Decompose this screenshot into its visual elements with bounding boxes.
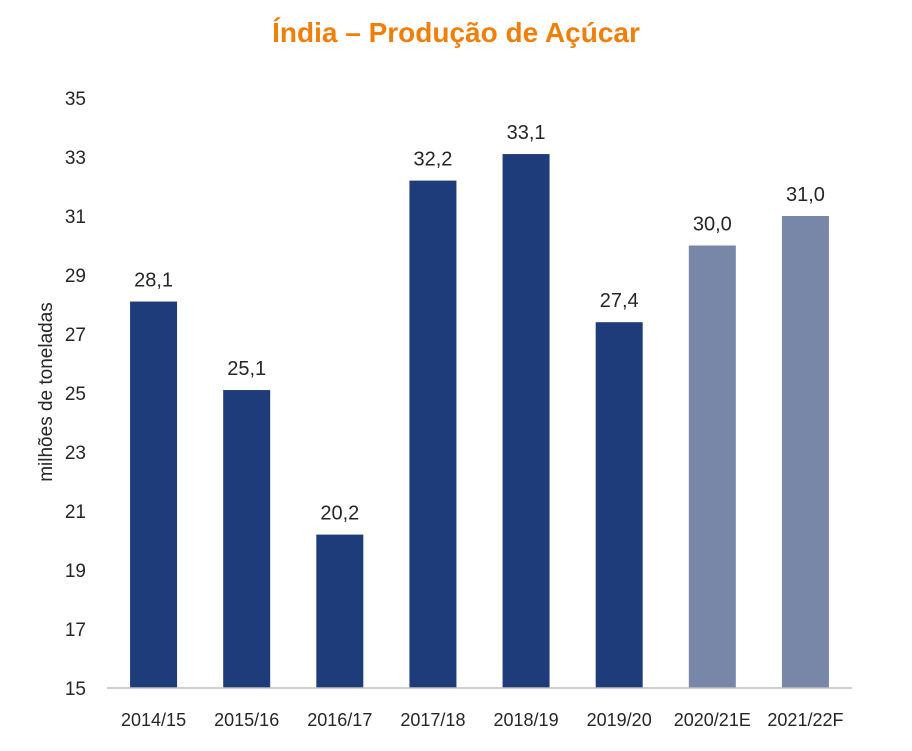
data-label: 32,2 [413,149,452,171]
data-label: 25,1 [227,358,266,380]
bar-2017-18 [409,180,457,688]
y-axis-label: milhões de toneladas [36,302,57,482]
x-tick-label: 2016/17 [307,710,372,730]
y-tick-label: 27 [65,325,86,346]
y-tick-label: 17 [65,620,86,641]
x-tick-label: 2020/21E [674,710,751,730]
y-axis-ticks: 15 17 19 21 23 25 27 29 31 33 35 [65,89,86,700]
data-label: 30,0 [693,214,732,236]
bar-2019-20 [595,322,643,688]
data-label: 33,1 [507,122,546,144]
y-tick-label: 31 [65,207,86,228]
x-tick-label: 2017/18 [400,710,465,730]
y-tick-label: 21 [65,502,86,523]
data-label: 27,4 [600,290,639,312]
bar-2016-17 [316,534,364,688]
y-tick-label: 25 [65,384,86,405]
data-label: 20,2 [320,503,359,525]
bar-2021-22F [781,216,829,688]
y-tick-label: 19 [65,561,86,582]
bar-2020-21E [688,245,736,688]
bars [130,154,829,689]
chart-title: Índia – Produção de Açúcar [272,17,640,48]
data-labels: 28,1 25,1 20,2 32,2 33,1 27,4 30,0 31,0 [134,122,825,525]
data-label: 31,0 [786,184,825,206]
x-tick-label: 2021/22F [767,710,843,730]
x-tick-label: 2019/20 [587,710,652,730]
data-label: 28,1 [134,270,173,292]
y-tick-label: 15 [65,679,86,700]
bar-2015-16 [223,390,271,688]
y-tick-label: 33 [65,148,86,169]
y-tick-label: 35 [65,89,86,110]
x-tick-label: 2014/15 [121,710,186,730]
x-tick-label: 2015/16 [214,710,279,730]
x-tick-label: 2018/19 [494,710,559,730]
y-tick-label: 23 [65,443,86,464]
x-axis-ticks: 2014/15 2015/16 2016/17 2017/18 2018/19 2019/… [121,710,843,730]
bar-2014-15 [130,301,178,688]
bar-2018-19 [502,154,550,689]
y-tick-label: 29 [65,266,86,287]
